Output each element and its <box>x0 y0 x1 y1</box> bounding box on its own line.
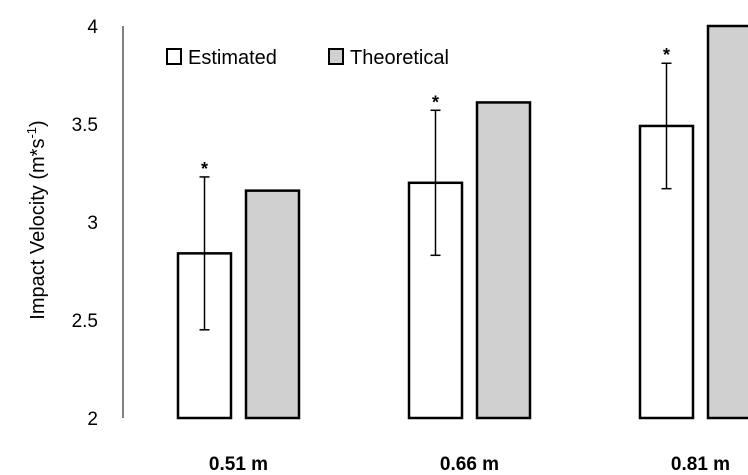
bar-theoretical-2 <box>706 24 748 420</box>
significance-star-0: * <box>201 159 208 179</box>
x-tick-labels: 0.51 m 0.66 m 0.81 m <box>209 454 730 475</box>
significance-star-1: * <box>432 92 439 112</box>
bar-theoretical-0 <box>244 189 301 420</box>
bars <box>176 24 748 420</box>
significance-star-2: * <box>663 45 670 65</box>
legend-label-estimated: Estimated <box>188 47 277 69</box>
y-tick-label: 2.5 <box>72 311 98 332</box>
bar-theoretical-1 <box>475 101 532 420</box>
y-axis-label-close: ) <box>27 120 49 127</box>
y-tick-label: 3 <box>87 213 98 234</box>
legend: Estimated Theoretical <box>166 47 449 69</box>
y-axis-label-main: Impact Velocity (m*s <box>27 139 49 320</box>
y-axis-label-superscript: -1 <box>24 127 39 139</box>
error-bars <box>199 62 672 331</box>
y-axis: 2 2.5 3 3.5 4 <box>72 17 124 430</box>
significance-markers: * * * <box>201 45 670 179</box>
legend-swatch-theoretical <box>328 48 344 65</box>
x-tick-label-2: 0.81 m <box>671 454 730 475</box>
y-tick-label: 2 <box>87 409 98 430</box>
legend-label-theoretical: Theoretical <box>350 47 449 69</box>
y-tick-label: 3.5 <box>72 115 98 136</box>
y-axis-label: Impact Velocity (m*s-1) <box>24 120 49 319</box>
y-tick-label: 4 <box>87 17 98 38</box>
x-tick-label-0: 0.51 m <box>209 454 268 475</box>
legend-swatch-estimated <box>166 48 182 65</box>
x-tick-label-1: 0.66 m <box>440 454 499 475</box>
